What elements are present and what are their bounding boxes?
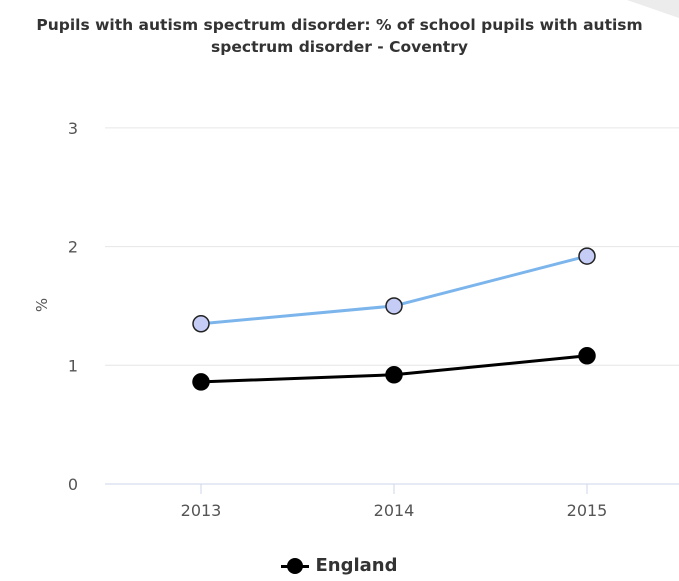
x-tick-label: 2013 [181, 501, 222, 520]
chart-title-line-1: Pupils with autism spectrum disorder: % … [36, 16, 643, 34]
data-point-coventry[interactable] [578, 247, 596, 265]
x-tick-label: 2014 [374, 501, 415, 520]
corner-decoration [627, 0, 679, 18]
legend-item-england[interactable]: England [281, 554, 398, 578]
chart-title-line-2: spectrum disorder - Coventry [211, 38, 468, 56]
data-point-england[interactable] [192, 373, 210, 391]
data-point-coventry[interactable] [385, 297, 403, 315]
data-point-england[interactable] [385, 366, 403, 384]
x-tick-label: 2015 [567, 501, 608, 520]
y-axis-label: % [33, 298, 51, 312]
gridlines [105, 127, 679, 366]
legend: England [0, 554, 679, 581]
y-tick-label: 3 [68, 119, 78, 138]
series-layer [192, 247, 596, 391]
y-tick-label: 1 [68, 356, 78, 375]
data-point-coventry[interactable] [192, 315, 210, 333]
data-point-england[interactable] [578, 347, 596, 365]
y-tick-label: 0 [68, 475, 78, 494]
chart-title: Pupils with autism spectrum disorder: % … [0, 14, 679, 58]
axes: 0 1 2 3 2013 2014 2015 [68, 119, 679, 520]
legend-marker-icon [281, 558, 310, 574]
legend-label: England [315, 555, 398, 576]
y-tick-label: 2 [68, 238, 78, 257]
